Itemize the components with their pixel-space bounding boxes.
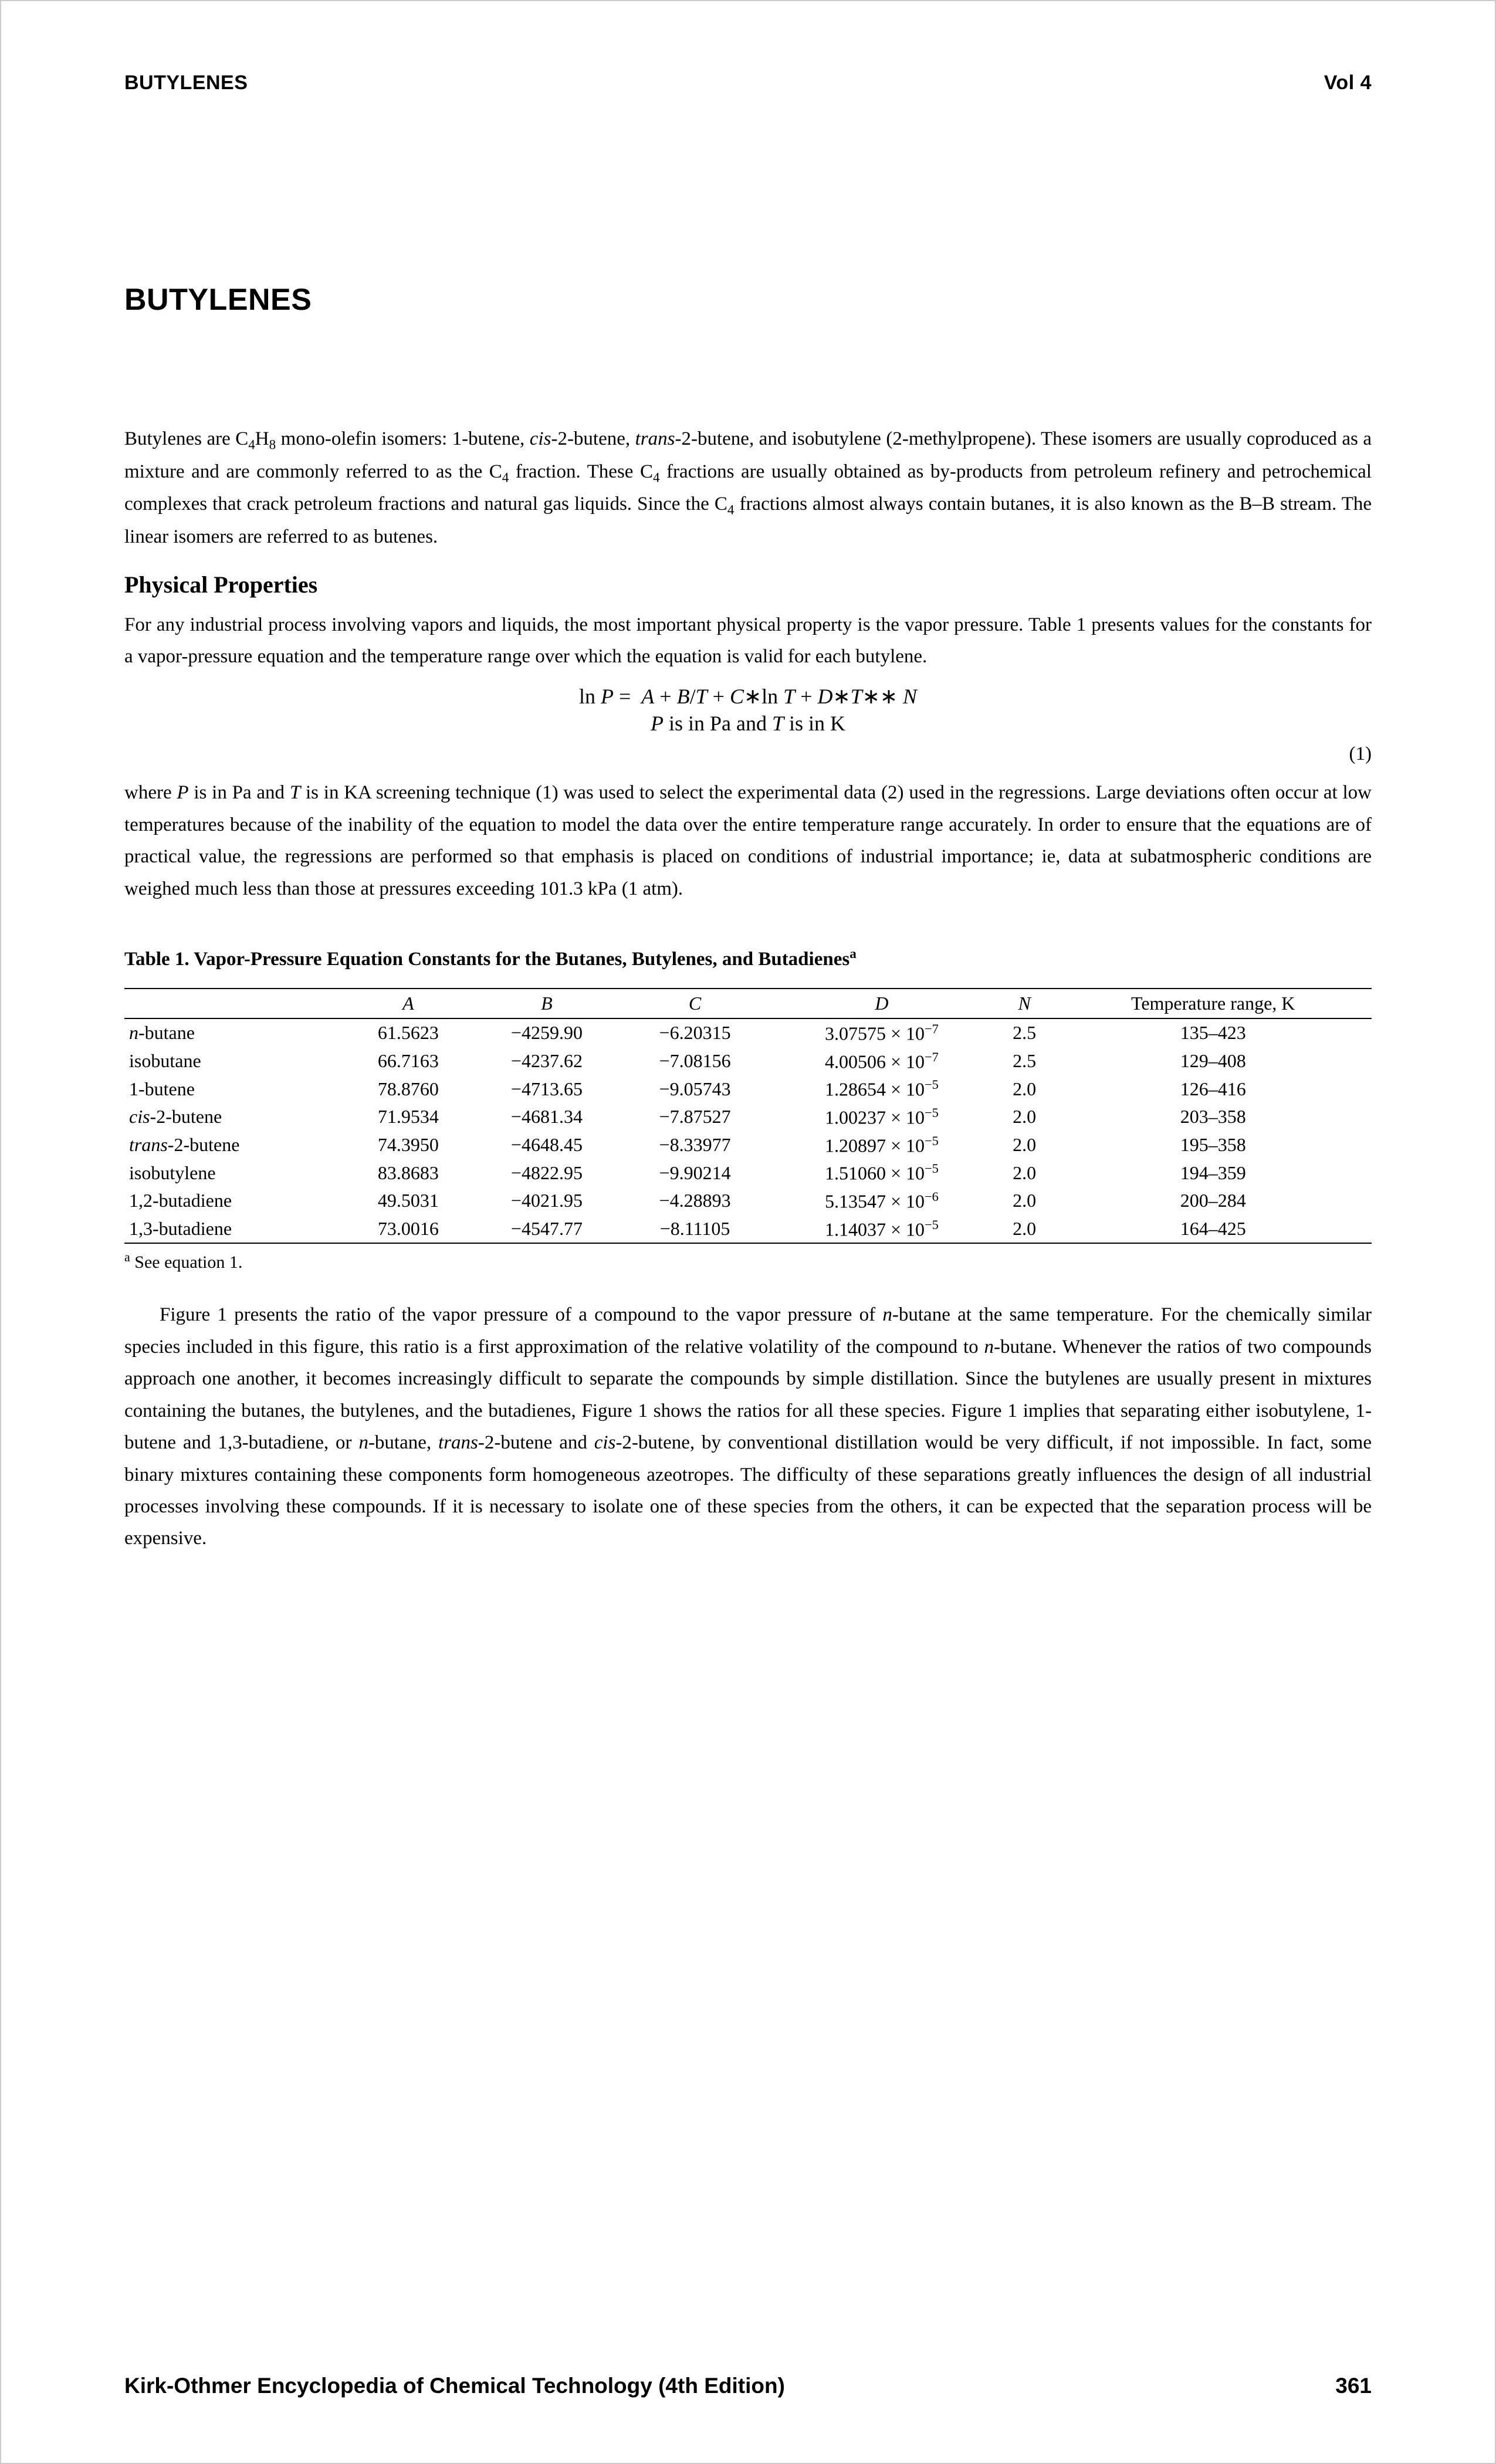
cell-d: 1.14037 × 10−5: [769, 1215, 994, 1244]
cell-b: −4237.62: [473, 1047, 621, 1075]
cell-a: 71.9534: [344, 1103, 473, 1131]
cell-a: 74.3950: [344, 1131, 473, 1159]
figure-1-paragraph: Figure 1 presents the ratio of the vapor…: [124, 1299, 1372, 1555]
intro-paragraph: Butylenes are C4H8 mono-olefin isomers: …: [124, 423, 1372, 553]
footer-source: Kirk-Othmer Encyclopedia of Chemical Tec…: [124, 2374, 785, 2398]
cell-b: −4259.90: [473, 1018, 621, 1047]
col-d: D: [769, 989, 994, 1018]
running-head-right: Vol 4: [1324, 72, 1372, 94]
cell-range: 203–358: [1054, 1103, 1372, 1131]
cell-d: 1.51060 × 10−5: [769, 1159, 994, 1187]
cell-c: −6.20315: [621, 1018, 769, 1047]
section-physical-properties: Physical Properties: [124, 571, 1372, 598]
cell-d: 1.28654 × 10−5: [769, 1075, 994, 1103]
cell-c: −4.28893: [621, 1187, 769, 1215]
col-temp-range: Temperature range, K: [1054, 989, 1372, 1018]
physprop-p2: where P is in Pa and T is in KA screenin…: [124, 777, 1372, 905]
cell-compound: isobutane: [124, 1047, 344, 1075]
cell-compound: 1,3-butadiene: [124, 1215, 344, 1244]
cell-b: −4822.95: [473, 1159, 621, 1187]
cell-a: 83.8683: [344, 1159, 473, 1187]
cell-n: 2.0: [994, 1075, 1054, 1103]
cell-c: −9.90214: [621, 1159, 769, 1187]
cell-compound: 1-butene: [124, 1075, 344, 1103]
table-footnote: a See equation 1.: [124, 1250, 1372, 1272]
col-n: N: [994, 989, 1054, 1018]
cell-range: 194–359: [1054, 1159, 1372, 1187]
cell-a: 78.8760: [344, 1075, 473, 1103]
cell-range: 200–284: [1054, 1187, 1372, 1215]
col-a: A: [344, 989, 473, 1018]
equation-number: (1): [1349, 743, 1372, 765]
cell-a: 49.5031: [344, 1187, 473, 1215]
col-compound: [124, 989, 344, 1018]
cell-c: −7.08156: [621, 1047, 769, 1075]
page: BUTYLENES Vol 4 BUTYLENES Butylenes are …: [0, 0, 1496, 2464]
cell-c: −8.33977: [621, 1131, 769, 1159]
cell-d: 3.07575 × 10−7: [769, 1018, 994, 1047]
article-title: BUTYLENES: [124, 282, 1372, 317]
table-row: cis-2-butene71.9534−4681.34−7.875271.002…: [124, 1103, 1372, 1131]
table-head-row: A B C D N Temperature range, K: [124, 989, 1372, 1018]
cell-d: 1.20897 × 10−5: [769, 1131, 994, 1159]
cell-b: −4547.77: [473, 1215, 621, 1244]
table-row: 1,2-butadiene49.5031−4021.95−4.288935.13…: [124, 1187, 1372, 1215]
col-c: C: [621, 989, 769, 1018]
cell-n: 2.0: [994, 1187, 1054, 1215]
cell-a: 73.0016: [344, 1215, 473, 1244]
equation-1: ln P = A + B/T + C∗ln T + D∗T∗∗ N P is i…: [124, 684, 1372, 736]
table-row: 1-butene78.8760−4713.65−9.057431.28654 ×…: [124, 1075, 1372, 1103]
cell-a: 66.7163: [344, 1047, 473, 1075]
cell-compound: 1,2-butadiene: [124, 1187, 344, 1215]
cell-compound: isobutylene: [124, 1159, 344, 1187]
cell-range: 135–423: [1054, 1018, 1372, 1047]
cell-d: 4.00506 × 10−7: [769, 1047, 994, 1075]
running-head: BUTYLENES Vol 4: [124, 72, 1372, 94]
cell-b: −4713.65: [473, 1075, 621, 1103]
running-head-left: BUTYLENES: [124, 72, 248, 94]
cell-n: 2.0: [994, 1131, 1054, 1159]
cell-d: 1.00237 × 10−5: [769, 1103, 994, 1131]
cell-n: 2.5: [994, 1018, 1054, 1047]
table-row: isobutylene83.8683−4822.95−9.902141.5106…: [124, 1159, 1372, 1187]
cell-compound: cis-2-butene: [124, 1103, 344, 1131]
cell-b: −4021.95: [473, 1187, 621, 1215]
cell-b: −4648.45: [473, 1131, 621, 1159]
cell-compound: n-butane: [124, 1018, 344, 1047]
cell-d: 5.13547 × 10−6: [769, 1187, 994, 1215]
cell-n: 2.0: [994, 1159, 1054, 1187]
equation-line-2: P is in Pa and T is in K: [124, 711, 1372, 736]
table-body: n-butane61.5623−4259.90−6.203153.07575 ×…: [124, 1018, 1372, 1243]
page-footer: Kirk-Othmer Encyclopedia of Chemical Tec…: [124, 2374, 1372, 2398]
col-b: B: [473, 989, 621, 1018]
cell-c: −9.05743: [621, 1075, 769, 1103]
equation-line-1: ln P = A + B/T + C∗ln T + D∗T∗∗ N: [124, 684, 1372, 709]
cell-b: −4681.34: [473, 1103, 621, 1131]
table-row: n-butane61.5623−4259.90−6.203153.07575 ×…: [124, 1018, 1372, 1047]
table-row: 1,3-butadiene73.0016−4547.77−8.111051.14…: [124, 1215, 1372, 1244]
cell-n: 2.0: [994, 1215, 1054, 1244]
table-row: isobutane66.7163−4237.62−7.081564.00506 …: [124, 1047, 1372, 1075]
table-1-caption: Table 1. Vapor-Pressure Equation Constan…: [124, 946, 1372, 970]
cell-range: 164–425: [1054, 1215, 1372, 1244]
table-row: trans-2-butene74.3950−4648.45−8.339771.2…: [124, 1131, 1372, 1159]
footer-page-number: 361: [1335, 2374, 1372, 2398]
cell-n: 2.5: [994, 1047, 1054, 1075]
cell-a: 61.5623: [344, 1018, 473, 1047]
cell-compound: trans-2-butene: [124, 1131, 344, 1159]
cell-range: 195–358: [1054, 1131, 1372, 1159]
table-1: A B C D N Temperature range, K n-butane6…: [124, 988, 1372, 1244]
cell-n: 2.0: [994, 1103, 1054, 1131]
cell-c: −7.87527: [621, 1103, 769, 1131]
cell-c: −8.11105: [621, 1215, 769, 1244]
physprop-p1: For any industrial process involving vap…: [124, 609, 1372, 673]
cell-range: 126–416: [1054, 1075, 1372, 1103]
cell-range: 129–408: [1054, 1047, 1372, 1075]
